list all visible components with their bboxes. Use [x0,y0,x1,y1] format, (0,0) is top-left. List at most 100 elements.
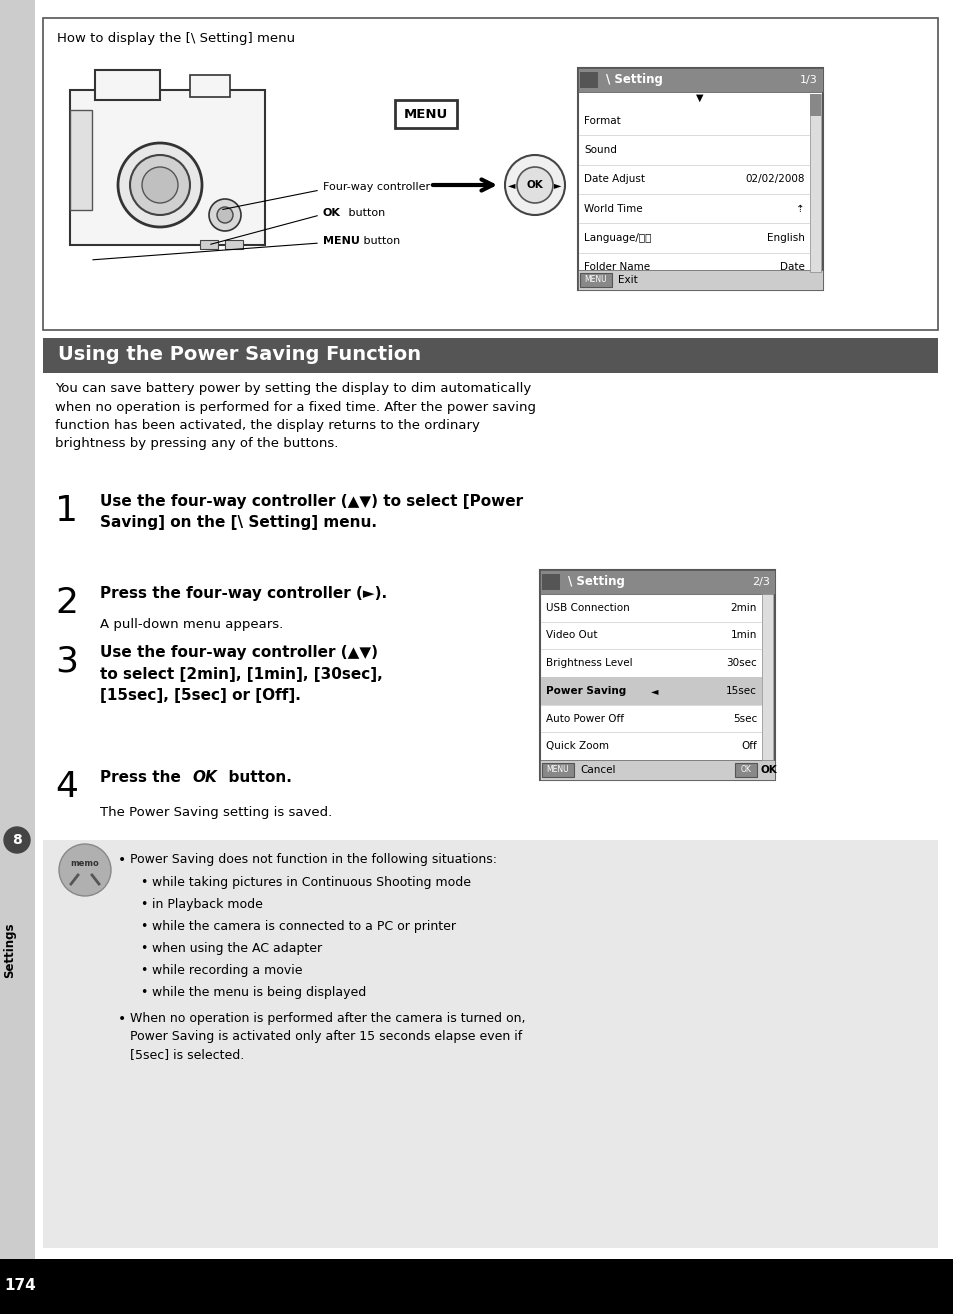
Text: 1/3: 1/3 [800,75,817,85]
Text: Use the four-way controller (▲▼) to select [Power
Saving] on the [\ Setting] men: Use the four-way controller (▲▼) to sele… [100,494,522,530]
Text: 174: 174 [4,1279,36,1293]
Bar [809,95,821,272]
Circle shape [504,155,564,215]
Bar [578,68,822,92]
Text: Cancel: Cancel [579,765,615,775]
Bar [578,68,822,290]
Bar [70,89,265,244]
Text: memo: memo [71,859,99,869]
Text: The Power Saving setting is saved.: The Power Saving setting is saved. [100,805,332,819]
Text: •: • [140,876,147,890]
Text: 8: 8 [12,833,22,848]
Bar [43,840,937,1248]
Text: Four-way controller: Four-way controller [323,183,430,192]
Text: OK: OK [323,208,340,218]
Text: Off: Off [740,741,757,752]
Text: Date Adjust: Date Adjust [583,175,644,184]
Bar [734,763,757,777]
Text: button: button [345,208,385,218]
Bar [809,95,821,116]
Bar [761,594,772,759]
Text: OK: OK [526,180,543,191]
Text: Using the Power Saving Function: Using the Power Saving Function [58,346,420,364]
Text: button: button [359,237,400,246]
Bar [539,570,774,781]
Text: 2/3: 2/3 [751,577,769,587]
Text: Folder Name: Folder Name [583,263,649,272]
Text: 02/02/2008: 02/02/2008 [744,175,804,184]
Text: while the camera is connected to a PC or printer: while the camera is connected to a PC or… [152,920,456,933]
Text: OK: OK [740,766,751,774]
Text: When no operation is performed after the camera is turned on,
Power Saving is ac: When no operation is performed after the… [130,1012,525,1060]
Text: Brightness Level: Brightness Level [545,658,632,668]
Bar [579,273,612,286]
Text: 2: 2 [55,586,78,620]
Text: Quick Zoom: Quick Zoom [545,741,608,752]
Text: 15sec: 15sec [725,686,757,696]
Text: while recording a movie: while recording a movie [152,964,302,978]
Text: 1min: 1min [730,631,757,640]
Text: •: • [118,1012,126,1026]
Text: MENU: MENU [584,276,607,285]
Bar [43,338,937,373]
Text: •: • [140,964,147,978]
Bar [70,110,91,210]
Text: How to display the [\ Setting] menu: How to display the [\ Setting] menu [57,32,294,45]
Text: MENU: MENU [323,237,359,246]
Text: OK: OK [192,770,216,784]
Text: 30sec: 30sec [725,658,757,668]
Text: ◄: ◄ [508,180,516,191]
Bar [539,759,774,781]
Text: Exit: Exit [618,275,638,285]
Circle shape [517,167,553,202]
Text: Video Out: Video Out [545,631,597,640]
Circle shape [142,167,178,202]
Text: while taking pictures in Continuous Shooting mode: while taking pictures in Continuous Shoo… [152,876,471,890]
Bar [225,240,243,248]
Text: 5sec: 5sec [732,714,757,724]
Text: 1: 1 [55,494,78,528]
Text: ◄: ◄ [651,686,659,696]
Bar [579,72,598,88]
Text: English: English [766,233,804,243]
Text: Press the: Press the [100,770,186,784]
Text: •: • [118,853,126,867]
Text: You can save battery power by setting the display to dim automatically
when no o: You can save battery power by setting th… [55,382,536,451]
Bar [578,269,822,290]
Text: Use the four-way controller (▲▼)
to select [2min], [1min], [30sec],
[15sec], [5s: Use the four-way controller (▲▼) to sele… [100,645,382,703]
Text: OK: OK [760,765,777,775]
Bar [43,18,937,330]
Bar [541,574,559,590]
Circle shape [4,827,30,853]
Text: ►: ► [554,180,561,191]
Text: ⇡: ⇡ [796,204,804,214]
Text: button.: button. [218,770,292,784]
Text: in Playback mode: in Playback mode [152,897,263,911]
Text: while the menu is being displayed: while the menu is being displayed [152,986,366,999]
Text: 4: 4 [55,770,78,804]
Text: Settings: Settings [4,922,16,978]
Circle shape [216,208,233,223]
Text: •: • [140,942,147,955]
Text: USB Connection: USB Connection [545,603,629,612]
Bar [190,75,230,97]
Text: ▼: ▼ [696,93,703,102]
Text: •: • [140,986,147,999]
Text: Sound: Sound [583,145,617,155]
Bar [540,677,761,704]
Text: when using the AC adapter: when using the AC adapter [152,942,322,955]
Bar [95,70,160,100]
Circle shape [59,844,111,896]
Text: Power Saving: Power Saving [545,686,625,696]
Bar [0,0,35,1314]
Text: 2min: 2min [730,603,757,612]
Bar [395,100,456,127]
Text: 3: 3 [55,645,78,679]
Text: MENU: MENU [403,108,448,121]
Text: World Time: World Time [583,204,642,214]
Bar [539,570,774,594]
Text: Power Saving does not function in the following situations:: Power Saving does not function in the fo… [130,853,497,866]
Text: •: • [140,920,147,933]
Text: \ Setting: \ Setting [567,576,624,589]
Text: Date: Date [780,263,804,272]
